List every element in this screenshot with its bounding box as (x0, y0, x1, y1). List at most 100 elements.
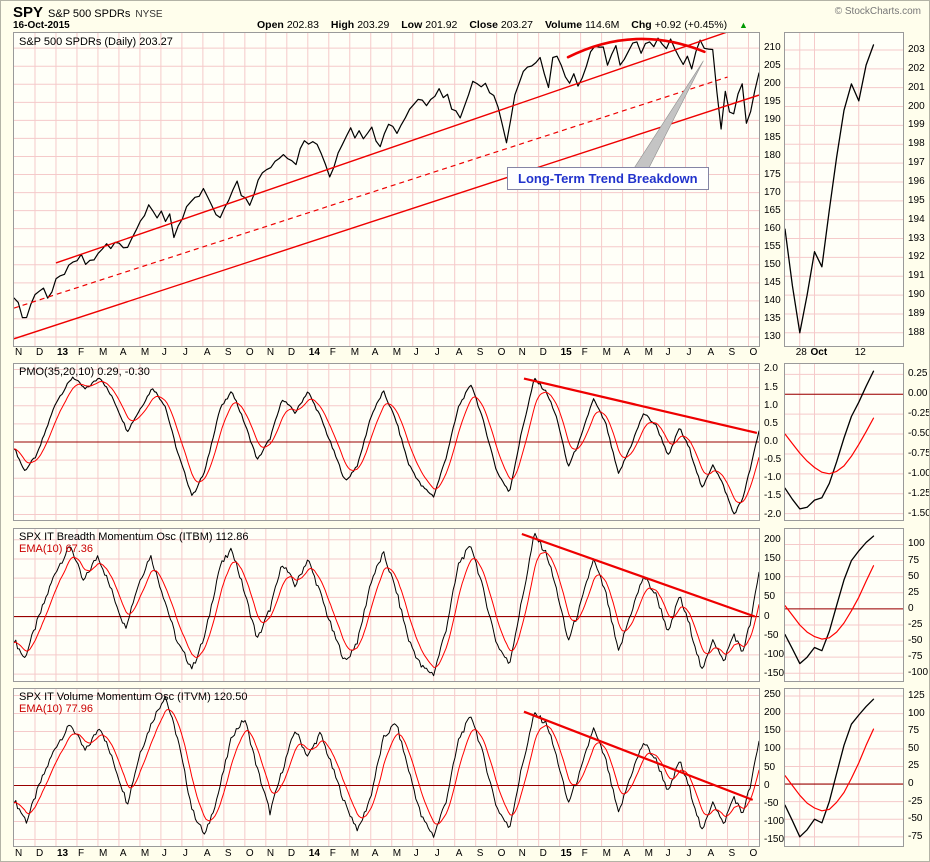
y-tick-label: 130 (764, 330, 781, 342)
x-tick-label: 13 (56, 848, 69, 859)
y-tick-label: 100 (764, 743, 781, 755)
y-tick-label: 200 (764, 533, 781, 545)
x-tick-label: D (539, 347, 547, 358)
x-tick-label: J (182, 347, 188, 358)
x-tick-label: J (434, 347, 440, 358)
x-tick-label: M (140, 848, 150, 859)
y-tick-label: 50 (764, 761, 776, 773)
bottom-x-axis: N D 13 F M A M J J A S O N D 14 F M A M J J A S O N D 15 F M A M J J A S O (13, 848, 758, 860)
y-tick-label: -150 (764, 833, 785, 845)
x-tick-label: N (518, 347, 526, 358)
x-tick-label: A (119, 848, 127, 859)
price-y-axis: 210 205 200 195 190 185 180 175 170 165 160 155 150 1… (762, 32, 790, 347)
y-tick-label: 203 (908, 43, 925, 55)
open-label: Open (257, 19, 284, 31)
y-tick-label: 155 (764, 240, 781, 252)
y-tick-label: -25 (908, 795, 923, 807)
pmo-y-axis: 2.0 1.5 1.0 0.5 0.0 -0.5 -1.0 -1.5 -2.0 (762, 363, 790, 521)
x-tick-label: F (77, 848, 85, 859)
x-tick-label: A (455, 848, 463, 859)
y-tick-label: 125 (908, 690, 925, 702)
x-tick-label: M (644, 347, 653, 358)
x-tick-label: F (329, 848, 336, 859)
x-tick-label: N (15, 848, 23, 859)
x-tick-label: N (15, 347, 23, 358)
y-tick-label: 0.00 (908, 388, 928, 400)
pmo-mini-panel (784, 363, 904, 521)
high-value: 203.29 (357, 19, 390, 31)
y-tick-label: 200 (908, 100, 925, 112)
x-tick-label: O (245, 848, 254, 859)
y-tick-label: 150 (764, 552, 781, 564)
low-value: 201.92 (425, 19, 458, 31)
itbm-panel (13, 528, 760, 682)
x-tick-label: D (35, 848, 44, 859)
x-tick-label: Oct (810, 347, 828, 358)
x-tick-label: 15 (560, 848, 572, 859)
x-tick-label: J (665, 347, 671, 358)
x-tick-label: J (161, 848, 167, 859)
y-tick-label: 190 (908, 289, 925, 301)
x-tick-label: A (203, 848, 211, 859)
y-tick-label: -75 (908, 651, 923, 663)
exchange-label: NYSE (135, 9, 163, 20)
itbm-mini-panel (784, 528, 904, 682)
y-tick-label: 188 (908, 326, 925, 338)
y-tick-label: -150 (764, 668, 785, 680)
x-tick-label: N (518, 848, 526, 859)
x-tick-label: D (287, 347, 296, 358)
y-tick-label: -25 (908, 618, 923, 630)
y-tick-label: 50 (764, 591, 776, 603)
x-tick-label: M (392, 848, 402, 859)
y-tick-label: -50 (908, 635, 923, 647)
x-tick-label: A (455, 347, 463, 358)
x-tick-label: O (497, 347, 506, 358)
y-tick-label: 202 (908, 62, 925, 74)
y-tick-label: 190 (764, 114, 781, 126)
y-tick-label: -0.25 (908, 408, 930, 420)
x-tick-label: J (161, 347, 167, 358)
itbm-mini-y-axis: 100 75 50 25 0 -25 -50 -75 -100 (906, 528, 929, 682)
y-tick-label: 145 (764, 276, 781, 288)
x-tick-label: N (266, 347, 275, 358)
volume-label: Volume (544, 19, 583, 31)
y-tick-label: -75 (908, 830, 923, 842)
x-tick-label: 14 (308, 848, 320, 859)
security-name: S&P 500 SPDRs (48, 8, 131, 20)
up-arrow-icon: ▲ (739, 20, 748, 30)
y-tick-label: 189 (908, 307, 925, 319)
y-tick-label: 25 (908, 586, 920, 598)
header: SPY S&P 500 SPDRs NYSE (13, 4, 163, 21)
itbm-ema-label: EMA(10) 67.36 (19, 543, 93, 555)
y-tick-label: 0 (764, 610, 770, 622)
x-tick-label: A (623, 347, 631, 358)
y-tick-label: 2.0 (764, 363, 778, 375)
y-tick-label: 150 (764, 258, 781, 270)
x-tick-label: J (413, 347, 419, 358)
price-mini-y-axis: 203 202 201 200 199 198 197 196 195 194 193 192 191 1… (906, 32, 929, 347)
x-tick-label: O (749, 848, 758, 859)
x-tick-label: 13 (56, 347, 69, 358)
y-tick-label: 75 (908, 725, 920, 737)
y-tick-label: 193 (908, 232, 925, 244)
y-tick-label: 25 (908, 760, 920, 772)
y-tick-label: 165 (764, 204, 781, 216)
pmo-panel-title: PMO(35,20,10) 0.29, -0.30 (19, 366, 150, 378)
x-tick-label: J (686, 347, 692, 358)
x-tick-label: M (392, 347, 402, 358)
y-tick-label: 100 (908, 538, 925, 550)
y-tick-label: -1.00 (908, 467, 930, 479)
close-value: 203.27 (500, 19, 534, 31)
mini-x-axis: 28 Oct 12 (784, 347, 902, 359)
x-tick-label: J (665, 848, 671, 859)
y-tick-label: 200 (764, 78, 781, 90)
x-tick-label: D (287, 848, 296, 859)
y-tick-label: 75 (908, 554, 920, 566)
y-tick-label: 160 (764, 222, 781, 234)
y-tick-label: 192 (908, 251, 925, 263)
x-tick-label: A (203, 347, 211, 358)
x-tick-label: 14 (308, 347, 320, 358)
x-tick-label: M (350, 848, 360, 859)
x-tick-label: F (77, 347, 85, 358)
